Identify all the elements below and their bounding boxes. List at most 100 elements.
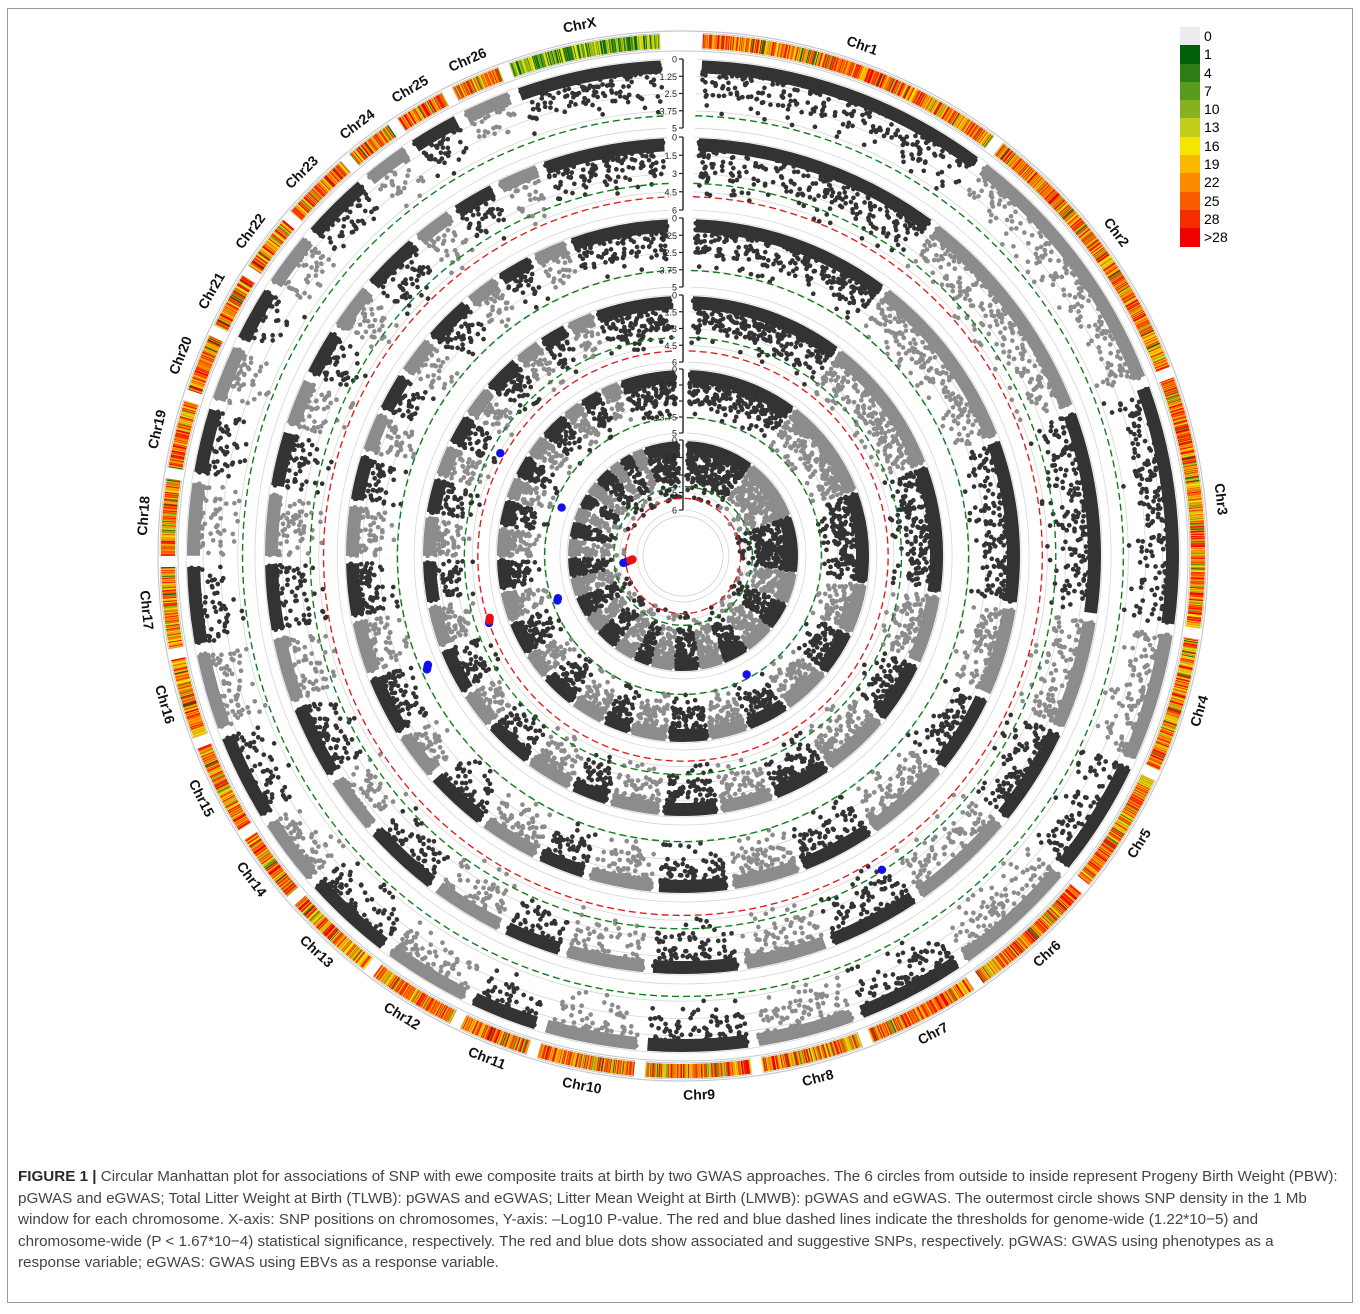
snp-scatter-chr26 (464, 93, 517, 139)
density-bin (1079, 872, 1092, 883)
grid-circle (300, 173, 1066, 939)
density-bin (230, 808, 243, 817)
density-bin (1068, 886, 1080, 897)
density-bin (262, 246, 275, 256)
density-bin (1004, 152, 1015, 164)
density-bin (317, 918, 329, 930)
density-bin (952, 986, 961, 999)
density-bin (1098, 254, 1111, 265)
density-bin (1019, 164, 1030, 176)
snp-scatter-chr6 (768, 649, 824, 707)
density-bin (957, 116, 966, 129)
density-bin (327, 172, 339, 184)
snp-scatter-chr22 (336, 288, 399, 350)
density-bin (984, 963, 995, 976)
density-bin (224, 306, 237, 315)
legend-swatch (1180, 118, 1200, 137)
density-bin (1102, 841, 1115, 851)
density-bin (236, 819, 250, 828)
density-bin (437, 1004, 446, 1018)
density-bin (1030, 925, 1042, 937)
density-bin (994, 143, 1004, 156)
density-bin (906, 1011, 914, 1026)
density-bin (246, 834, 259, 844)
snp-scatter-chr9 (648, 998, 750, 1051)
density-bin (949, 987, 958, 1001)
density-bin (1118, 815, 1132, 825)
density-bin (348, 946, 359, 958)
y-tick-label: 1.25 (659, 72, 677, 82)
snp-scatter-chrx (518, 62, 665, 136)
density-bin (1105, 265, 1118, 275)
threshold-lines (241, 115, 1125, 998)
density-bin (993, 957, 1004, 970)
density-bin (1134, 787, 1148, 796)
snp-scatter-chr23 (488, 363, 542, 415)
density-bin (1101, 259, 1114, 269)
density-bin (1041, 186, 1053, 198)
density-bin (1127, 801, 1141, 810)
density-bin (249, 839, 262, 849)
density-bin (1113, 824, 1127, 834)
density-bin (1110, 274, 1124, 284)
density-bin (988, 961, 998, 974)
density-bin (1091, 857, 1104, 867)
density-bin (382, 128, 392, 141)
density-bin (1139, 327, 1153, 335)
density-bin (257, 253, 270, 263)
density-bin (1129, 797, 1143, 806)
density-bin (284, 884, 297, 895)
density-bin (409, 988, 418, 1002)
density-bin (1015, 161, 1026, 173)
snp-scatter-chr17 (498, 558, 542, 591)
density-bin (950, 112, 960, 125)
density-bin (1022, 168, 1034, 180)
density-bin (225, 303, 239, 312)
density-bin (320, 921, 332, 933)
density-bin (1112, 826, 1126, 835)
density-bin (1023, 932, 1034, 944)
outer-boundary (157, 30, 1209, 1082)
density-bin (247, 835, 260, 845)
density-bin (1039, 917, 1050, 929)
density-bin (436, 95, 445, 109)
density-bin (250, 263, 263, 273)
density-bin (1097, 253, 1110, 263)
density-bin (1052, 197, 1064, 209)
legend-swatch (1180, 155, 1200, 174)
density-bin (408, 988, 418, 1001)
density-bin (374, 134, 384, 147)
density-bin (268, 237, 281, 247)
density-bin (228, 298, 242, 307)
density-bin (1083, 235, 1096, 245)
legend-entry: 28 (1180, 209, 1260, 229)
density-bin (1037, 182, 1049, 194)
density-bin (281, 221, 294, 232)
density-bin (237, 820, 251, 830)
snp-scatter-chr5 (1036, 749, 1130, 867)
snp-scatter-chr18 (347, 504, 397, 558)
density-bin (223, 797, 237, 806)
density-bin (295, 896, 307, 907)
density-bin (223, 796, 237, 805)
density-bin (1050, 905, 1062, 917)
density-bin (326, 927, 338, 939)
density-bin (353, 150, 364, 162)
density-bin (239, 279, 252, 289)
density-bin (338, 937, 349, 949)
density-bin (1081, 231, 1093, 242)
density-bin (970, 125, 980, 138)
density-bin (278, 225, 290, 236)
density-bin (439, 1005, 448, 1019)
density-bin (917, 92, 926, 106)
density-bin (268, 237, 281, 248)
density-bin (929, 99, 938, 113)
density-bin (1010, 157, 1021, 169)
density-bin (909, 1010, 917, 1024)
density-bin (253, 844, 266, 854)
snp-scatter-chr15 (371, 665, 429, 734)
density-bin (410, 110, 419, 123)
density-bin (1072, 220, 1084, 231)
density-bin (931, 998, 940, 1012)
density-bin (1108, 270, 1121, 279)
